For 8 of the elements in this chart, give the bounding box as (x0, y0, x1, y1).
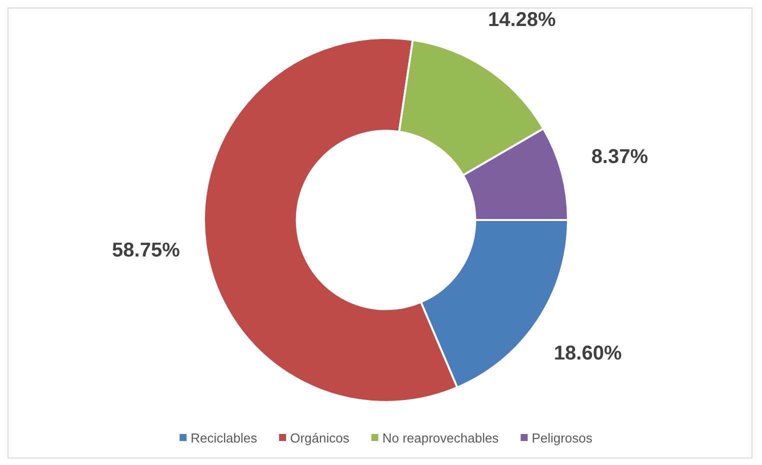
data-label: 8.37% (591, 146, 648, 168)
data-label: 14.28% (488, 8, 556, 31)
legend-label: Peligrosos (532, 430, 593, 446)
data-label: 18.60% (554, 342, 622, 364)
legend-label: Reciclables (190, 430, 258, 446)
data-label: 58.75% (112, 240, 180, 262)
legend-label: Orgánicos (290, 430, 350, 446)
legend-label: No reaprovechables (382, 430, 500, 446)
